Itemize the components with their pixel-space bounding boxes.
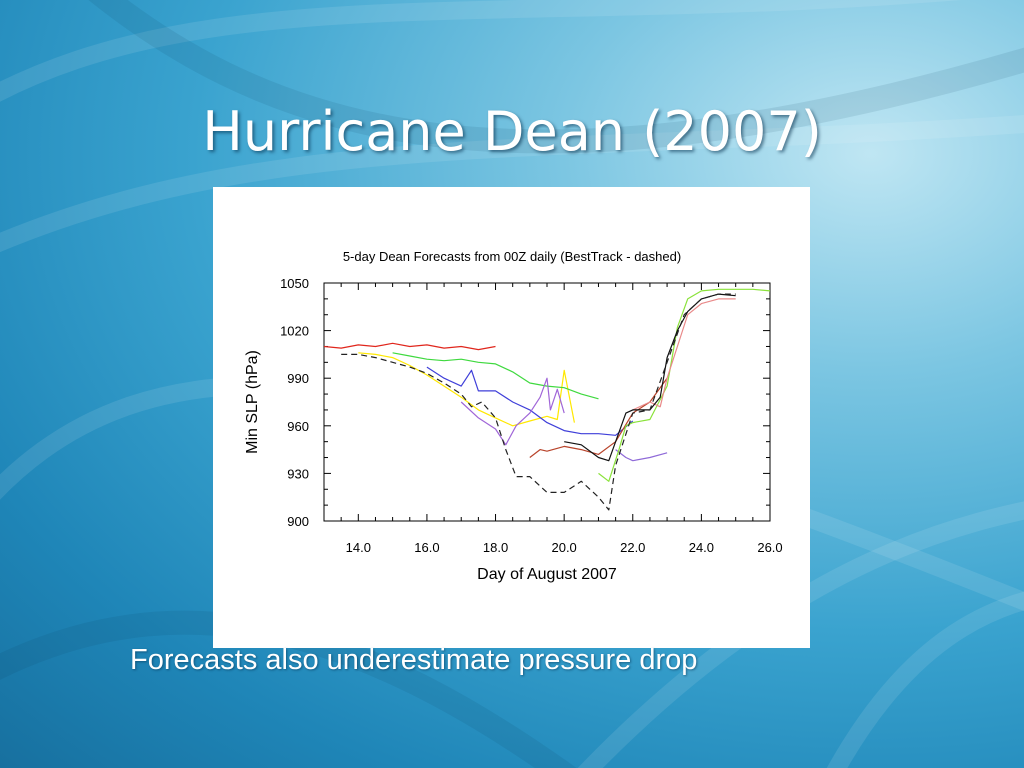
x-tick-label: 16.0 bbox=[414, 540, 439, 555]
slide-caption: Forecasts also underestimate pressure dr… bbox=[130, 644, 698, 676]
series-line-forecast-8 bbox=[598, 288, 771, 482]
y-tick-label: 1050 bbox=[280, 276, 309, 291]
x-tick-label: 24.0 bbox=[689, 540, 714, 555]
series-line-forecast-2 bbox=[358, 352, 575, 427]
series-line-besttrack bbox=[341, 293, 736, 511]
series-line-forecast-9 bbox=[632, 298, 736, 411]
x-tick-label: 18.0 bbox=[483, 540, 508, 555]
series-line-forecast-10 bbox=[564, 293, 736, 462]
tick-labels: 14.0 16.0 18.0 20.0 22.0 24.0 26.0 900 930 960 990… bbox=[280, 276, 783, 555]
chart-title: 5-day Dean Forecasts from 00Z daily (Bes… bbox=[343, 249, 681, 264]
plot-frame bbox=[323, 282, 771, 522]
y-tick-label: 900 bbox=[287, 514, 309, 529]
series-line-forecast-7 bbox=[615, 449, 668, 462]
series-line-forecast-4 bbox=[426, 366, 634, 436]
x-tick-label: 20.0 bbox=[551, 540, 576, 555]
x-tick-label: 26.0 bbox=[757, 540, 782, 555]
series-line-forecast-3 bbox=[392, 352, 599, 400]
x-tick-label: 14.0 bbox=[346, 540, 371, 555]
axis-ticks bbox=[323, 282, 771, 522]
slide-title: Hurricane Dean (2007) bbox=[202, 100, 822, 163]
y-tick-label: 990 bbox=[287, 371, 309, 386]
series-lines bbox=[323, 288, 771, 511]
y-tick-label: 1020 bbox=[280, 324, 309, 339]
x-tick-label: 22.0 bbox=[620, 540, 645, 555]
y-tick-label: 960 bbox=[287, 419, 309, 434]
series-line-forecast-5 bbox=[460, 377, 565, 446]
slp-line-chart: 5-day Dean Forecasts from 00Z daily (Bes… bbox=[244, 249, 783, 583]
series-line-forecast-1 bbox=[323, 342, 496, 351]
series-line-forecast-6 bbox=[529, 377, 668, 458]
y-axis-label: Min SLP (hPa) bbox=[244, 350, 261, 454]
x-axis-label: Day of August 2007 bbox=[477, 566, 617, 583]
chart-panel: 5-day Dean Forecasts from 00Z daily (Bes… bbox=[213, 187, 810, 648]
y-tick-label: 930 bbox=[287, 466, 309, 481]
